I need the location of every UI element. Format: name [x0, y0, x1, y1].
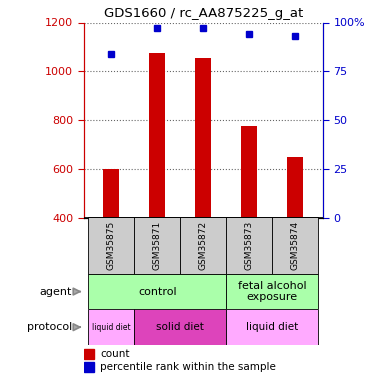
Bar — [226, 217, 272, 274]
Bar — [180, 217, 226, 274]
Text: GSM35872: GSM35872 — [199, 221, 208, 270]
Text: GSM35873: GSM35873 — [245, 221, 254, 270]
Bar — [88, 217, 134, 274]
Bar — [195, 58, 211, 217]
Text: protocol: protocol — [27, 322, 72, 332]
Bar — [103, 170, 119, 217]
Text: fetal alcohol
exposure: fetal alcohol exposure — [238, 281, 307, 302]
Bar — [241, 126, 257, 218]
Text: control: control — [138, 286, 177, 297]
Text: GSM35875: GSM35875 — [107, 221, 116, 270]
Text: count: count — [100, 349, 130, 359]
Bar — [88, 309, 134, 345]
Text: liquid diet: liquid diet — [92, 322, 131, 332]
Bar — [272, 217, 318, 274]
Text: GSM35874: GSM35874 — [291, 221, 300, 270]
Bar — [134, 217, 180, 274]
Text: solid diet: solid diet — [156, 322, 204, 332]
Bar — [84, 362, 94, 372]
Bar — [149, 53, 165, 217]
Text: GSM35871: GSM35871 — [153, 221, 162, 270]
Bar — [226, 309, 318, 345]
Bar — [84, 349, 94, 358]
Bar — [134, 309, 226, 345]
Title: GDS1660 / rc_AA875225_g_at: GDS1660 / rc_AA875225_g_at — [104, 7, 303, 20]
Text: percentile rank within the sample: percentile rank within the sample — [100, 362, 276, 372]
Text: agent: agent — [40, 286, 72, 297]
Bar — [88, 274, 226, 309]
Text: liquid diet: liquid diet — [246, 322, 298, 332]
Bar — [287, 157, 304, 218]
Bar — [226, 274, 318, 309]
